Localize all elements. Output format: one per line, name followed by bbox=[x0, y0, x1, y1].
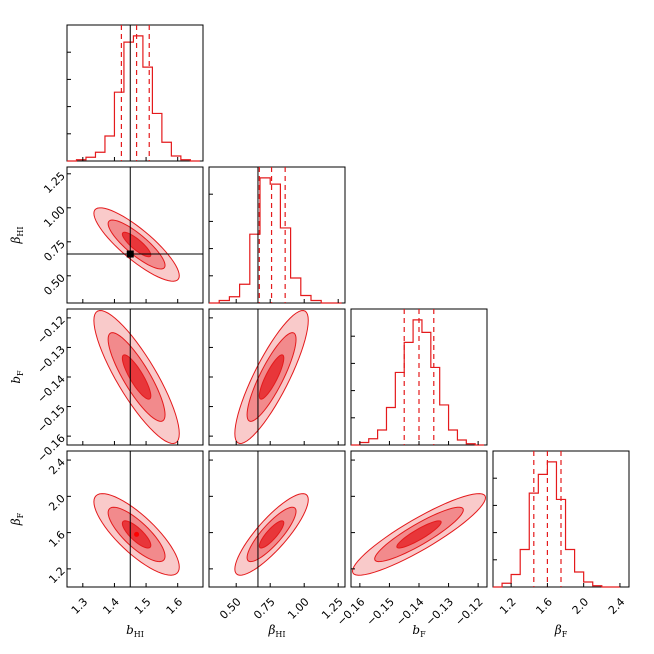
x-tick-label: 2.4 bbox=[606, 595, 628, 617]
y-tick-label: 1.6 bbox=[46, 528, 68, 550]
contour-group bbox=[93, 309, 180, 445]
contour-panel-5 bbox=[350, 450, 488, 588]
contour-panel-2 bbox=[208, 308, 346, 446]
best-fit-marker bbox=[134, 531, 140, 537]
x-tick-label: 1.3 bbox=[69, 595, 91, 617]
y-tick-label: −0.13 bbox=[35, 343, 68, 376]
contour-panel-4 bbox=[208, 450, 346, 588]
histogram-step-2 bbox=[351, 319, 485, 446]
contour-group bbox=[351, 493, 487, 576]
x-tick-label: 0.50 bbox=[217, 595, 244, 622]
x-axis-label-0: bHI bbox=[126, 623, 144, 639]
y-axis-label-2: bF bbox=[9, 370, 25, 384]
y-tick-label: 1.25 bbox=[41, 169, 68, 196]
contour-group bbox=[234, 451, 309, 587]
contour-group bbox=[67, 167, 203, 303]
contour-level-2 bbox=[121, 231, 152, 258]
x-tick-label: −0.14 bbox=[394, 595, 427, 628]
y-tick-label: 1.00 bbox=[41, 203, 68, 230]
x-tick-label: 1.2 bbox=[497, 595, 519, 617]
truth-marker bbox=[126, 250, 134, 258]
y-tick-label: 2.0 bbox=[46, 492, 68, 514]
histogram-step-0 bbox=[67, 35, 200, 162]
contour-panel-1 bbox=[66, 308, 204, 446]
x-tick-label: 0.75 bbox=[251, 595, 278, 622]
histogram-step-1 bbox=[209, 177, 342, 304]
x-axis-label-1: βHI bbox=[267, 623, 285, 639]
y-tick-label: −0.16 bbox=[35, 432, 68, 465]
x-axis-label-2: bF bbox=[412, 623, 426, 639]
x-tick-label: 1.5 bbox=[132, 595, 154, 617]
histogram-panel-3 bbox=[492, 450, 630, 588]
panel-frame bbox=[66, 166, 204, 304]
panel-frame bbox=[208, 166, 346, 304]
contour-group bbox=[234, 309, 309, 445]
x-tick-label: −0.15 bbox=[364, 595, 397, 628]
histogram-panel-0 bbox=[66, 24, 204, 162]
contour-level-2 bbox=[121, 354, 152, 400]
contour-level-2 bbox=[258, 354, 285, 400]
y-tick-label: 0.50 bbox=[41, 271, 68, 298]
panel-frame bbox=[66, 450, 204, 588]
contour-level-2 bbox=[396, 520, 442, 549]
x-tick-label: 2.0 bbox=[570, 595, 592, 617]
x-tick-label: 1.4 bbox=[100, 595, 122, 617]
histogram-step-3 bbox=[493, 461, 620, 588]
contour-panel-0 bbox=[66, 166, 204, 304]
panel-frame bbox=[66, 24, 204, 162]
y-tick-label: −0.14 bbox=[35, 373, 68, 406]
contour-panel-3 bbox=[66, 450, 204, 588]
x-tick-label: 1.6 bbox=[164, 595, 186, 617]
x-axis-label-3: βF bbox=[554, 623, 568, 639]
y-tick-label: 1.2 bbox=[46, 565, 68, 587]
x-tick-label: 1.00 bbox=[285, 595, 312, 622]
y-axis-label-3: βF bbox=[9, 512, 25, 526]
contour-level-2 bbox=[258, 520, 285, 549]
y-tick-label: −0.12 bbox=[35, 314, 68, 347]
y-axis-label-1: βHI bbox=[9, 226, 25, 244]
x-tick-label: −0.12 bbox=[453, 595, 486, 628]
y-tick-label: −0.15 bbox=[35, 402, 68, 435]
contour-group bbox=[93, 451, 180, 587]
x-tick-label: 1.6 bbox=[533, 595, 555, 617]
x-tick-label: −0.13 bbox=[423, 595, 456, 628]
histogram-panel-2 bbox=[350, 308, 488, 446]
y-tick-label: 0.75 bbox=[41, 237, 68, 264]
panel-frame bbox=[208, 450, 346, 588]
histogram-panel-1 bbox=[208, 166, 346, 304]
